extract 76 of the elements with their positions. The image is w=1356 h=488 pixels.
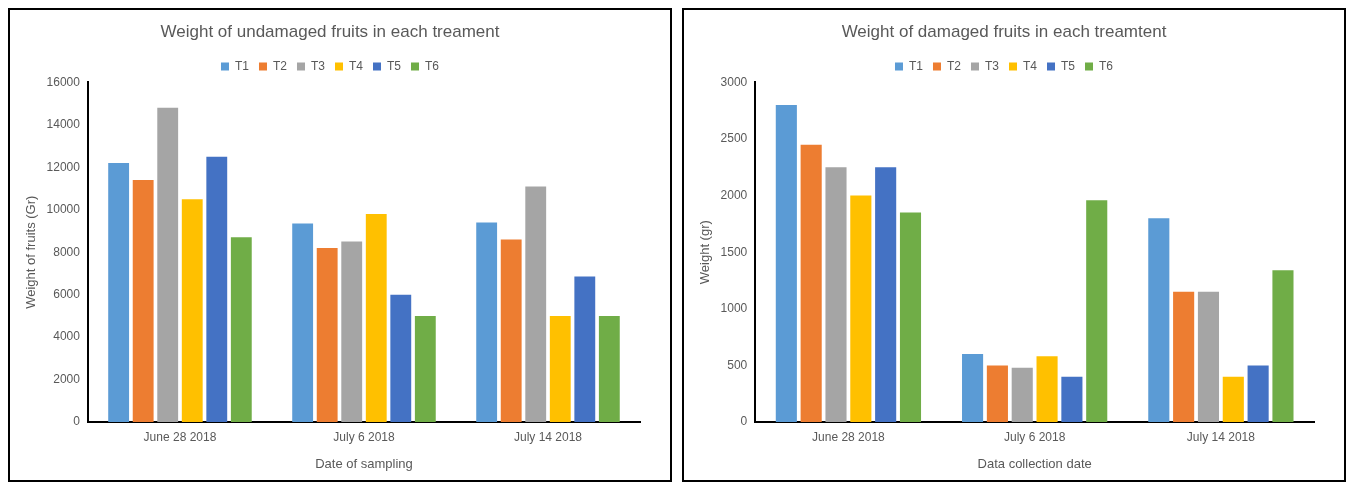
x-tick-label: July 14 2018 <box>1186 429 1256 444</box>
y-tick-label: 1000 <box>720 301 748 316</box>
bar <box>1247 365 1269 422</box>
bar <box>1148 218 1170 422</box>
y-tick-label: 16000 <box>46 74 81 89</box>
chart-title: Weight of damaged fruits in each treamtent <box>841 21 1167 41</box>
x-tick-label: June 28 2018 <box>812 429 886 444</box>
y-axis-title: Weight of fruits (Gr) <box>23 195 39 309</box>
bar <box>341 241 363 422</box>
y-tick-label: 4000 <box>53 329 81 344</box>
bar <box>825 167 847 422</box>
y-tick-label: 14000 <box>46 117 81 132</box>
bar <box>1222 376 1244 422</box>
y-tick-label: 2000 <box>53 371 81 386</box>
y-tick-label: 10000 <box>46 202 81 217</box>
bar <box>800 144 822 422</box>
legend-label: T3 <box>985 58 1000 73</box>
y-axis-title: Weight (gr) <box>697 220 713 285</box>
y-tick-label: 2500 <box>720 131 748 146</box>
legend-label: T6 <box>1099 58 1114 73</box>
y-tick-label: 12000 <box>46 159 81 174</box>
bar <box>1272 270 1294 422</box>
bar <box>775 105 797 422</box>
bar <box>206 156 228 422</box>
bar <box>390 294 412 422</box>
y-tick-label: 500 <box>727 357 748 372</box>
bar <box>850 195 872 422</box>
legend-label: T1 <box>908 58 924 73</box>
legend-label: T5 <box>1061 58 1076 73</box>
legend-label: T2 <box>272 58 288 73</box>
bar <box>899 212 922 422</box>
bar <box>549 315 571 422</box>
bar <box>316 247 338 422</box>
bar <box>962 354 984 422</box>
legend-label: T1 <box>234 58 250 73</box>
x-axis-title: Data collection date <box>977 455 1092 471</box>
bar <box>476 222 498 422</box>
y-tick-label: 0 <box>740 414 748 429</box>
bar <box>1086 200 1108 422</box>
chart-title: Weight of undamaged fruits in each treament <box>160 21 500 41</box>
bar <box>414 315 436 422</box>
bar <box>598 315 620 422</box>
legend-label: T4 <box>349 58 364 73</box>
x-tick-label: June 28 2018 <box>143 429 217 444</box>
legend-label: T6 <box>425 58 440 73</box>
bar <box>365 214 387 422</box>
bar <box>292 223 314 422</box>
legend-label: T5 <box>387 58 402 73</box>
legend-label: T3 <box>311 58 326 73</box>
y-tick-label: 2000 <box>720 187 748 202</box>
bar <box>181 199 203 422</box>
bar <box>132 180 154 422</box>
y-tick-label: 6000 <box>53 286 81 301</box>
y-tick-label: 0 <box>73 414 81 429</box>
y-tick-label: 3000 <box>720 74 748 89</box>
bar <box>574 276 596 422</box>
bar <box>500 239 522 422</box>
bar <box>1011 367 1033 422</box>
x-axis-title: Date of sampling <box>315 455 413 471</box>
x-tick-label: July 6 2018 <box>1003 429 1066 444</box>
x-tick-label: July 6 2018 <box>333 429 395 444</box>
bar <box>525 186 547 422</box>
legend-label: T4 <box>1023 58 1038 73</box>
y-tick-label: 8000 <box>53 244 81 259</box>
bar <box>986 365 1008 422</box>
y-tick-label: 1500 <box>720 244 748 259</box>
bar <box>875 167 897 422</box>
bar <box>157 107 179 422</box>
bar <box>108 163 130 422</box>
bar <box>1061 376 1083 422</box>
bar <box>1036 356 1058 422</box>
x-tick-label: July 14 2018 <box>513 429 583 444</box>
bar <box>1173 291 1195 422</box>
bar <box>230 237 252 422</box>
bar <box>1197 291 1220 422</box>
legend-label: T2 <box>946 58 962 73</box>
